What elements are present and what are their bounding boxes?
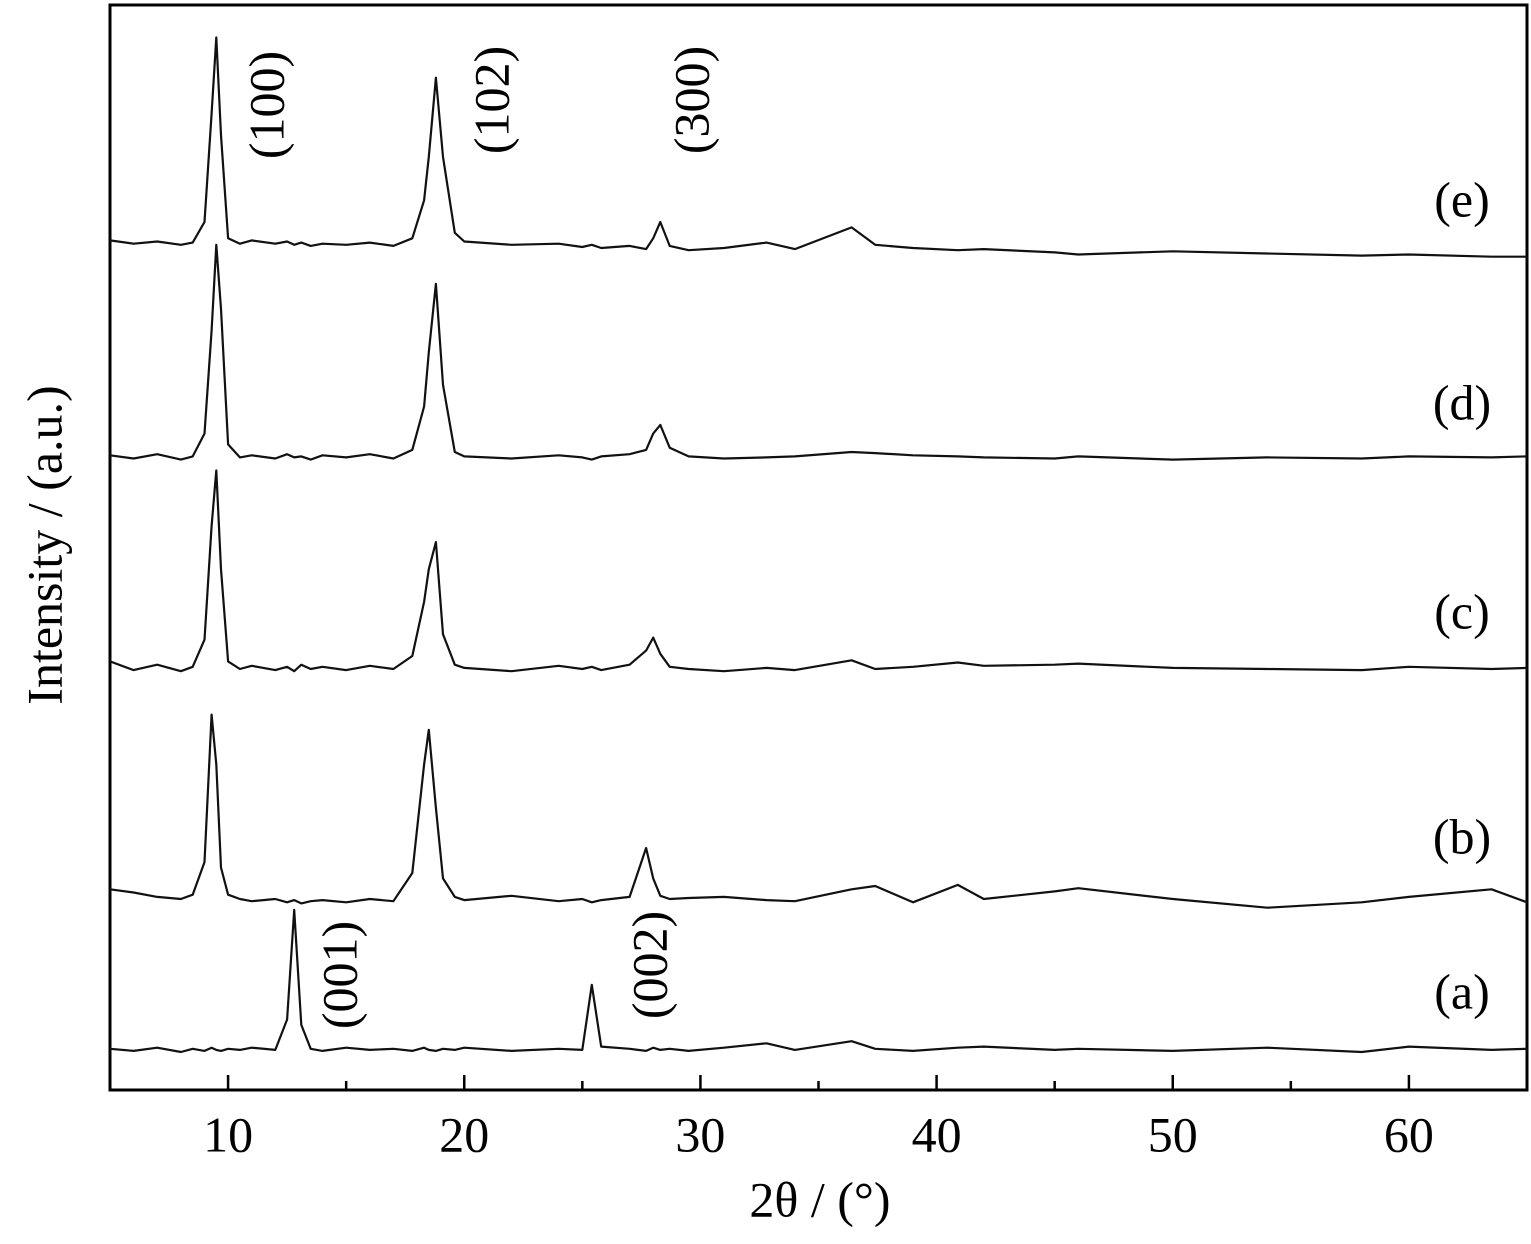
x-tick-label: 40 — [912, 1106, 962, 1162]
x-axis-title: 2θ / (°) — [749, 1171, 890, 1227]
peak-label: (300) — [663, 46, 719, 154]
xrd-trace — [109, 713, 1528, 909]
peak-label: (001) — [311, 921, 367, 1029]
x-tick-label: 10 — [203, 1106, 253, 1162]
peak-label: (002) — [621, 911, 677, 1019]
x-tick-label: 60 — [1384, 1106, 1434, 1162]
xrd-trace — [109, 243, 1528, 461]
series-label: (b) — [1433, 808, 1491, 864]
series-label: (a) — [1434, 963, 1490, 1019]
y-axis-title: Intensity / (a.u.) — [16, 385, 72, 704]
xrd-trace — [109, 908, 1528, 1054]
peak-label: (102) — [463, 46, 519, 154]
x-tick-label: 20 — [439, 1106, 489, 1162]
xrd-trace — [109, 36, 1527, 258]
peak-label: (100) — [238, 51, 294, 159]
series-label: (e) — [1434, 171, 1490, 227]
series-label: (d) — [1433, 374, 1491, 430]
series-label: (c) — [1434, 583, 1490, 639]
xrd-trace — [109, 469, 1528, 673]
x-tick-label: 30 — [675, 1106, 725, 1162]
x-tick-label: 50 — [1148, 1106, 1198, 1162]
